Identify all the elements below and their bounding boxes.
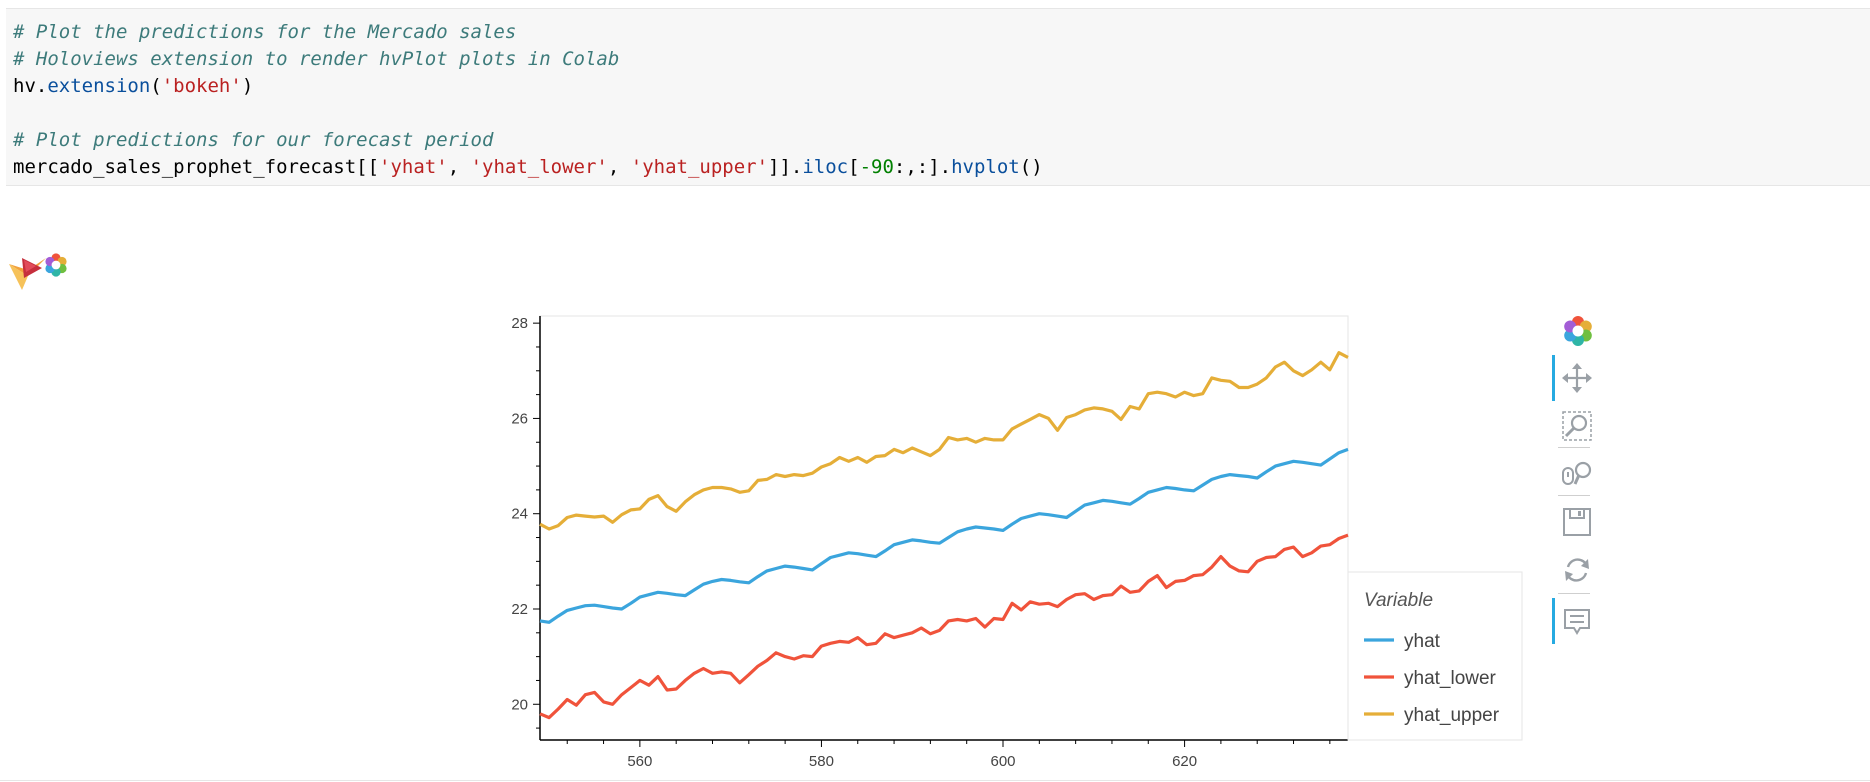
series-line-yhat-lower (539, 533, 1349, 720)
toolbar-divider (1558, 593, 1590, 594)
hover-tool-icon[interactable] (1560, 605, 1594, 639)
bokeh-logo-icon[interactable] (1558, 313, 1598, 349)
y-tick-label: 26 (511, 410, 528, 427)
code-comment: # Plot predictions for our forecast peri… (13, 129, 494, 151)
legend-box (1347, 571, 1523, 741)
code-text: [ (848, 156, 860, 178)
toolbar-divider (1558, 495, 1590, 496)
code-comment: # Plot the predictions for the Mercado s… (13, 21, 517, 43)
y-tick-label: 24 (511, 506, 528, 523)
code-text: :,:]. (893, 156, 952, 178)
hvplot-figure[interactable]: 20 22 24 26 28 560 580 600 620 Variable yhat yhat_l… (470, 306, 1530, 781)
y-tick-label: 20 (511, 696, 528, 713)
legend-label: yhat_lower (1404, 668, 1497, 689)
holoviews-logo-icon (9, 258, 46, 290)
extension-logos (6, 250, 72, 292)
active-tool-indicator (1552, 598, 1555, 644)
code-text: hv. (13, 75, 48, 97)
x-tick-label: 600 (990, 753, 1015, 770)
code-text: ]]. (768, 156, 803, 178)
code-text: () (1019, 156, 1043, 178)
reset-tool-icon[interactable] (1560, 553, 1594, 587)
line-chart[interactable]: 20 22 24 26 28 560 580 600 620 Variable yhat yhat_l… (470, 306, 1530, 776)
pan-tool-icon[interactable] (1560, 361, 1594, 395)
legend-title: Variable (1364, 590, 1433, 611)
code-text: ) (241, 75, 254, 97)
legend-label: yhat (1404, 631, 1441, 652)
series-line-yhat (539, 447, 1349, 624)
code-text: , (447, 156, 471, 178)
save-tool-icon[interactable] (1560, 505, 1594, 539)
code-text: , (607, 156, 631, 178)
code-string: 'yhat_upper' (630, 156, 769, 178)
wheel-zoom-tool-icon[interactable] (1560, 457, 1594, 491)
toolbar-divider (1558, 447, 1590, 448)
code-text: mercado_sales_prophet_forecast[[ (13, 156, 380, 178)
code-string: 'bokeh' (161, 75, 242, 97)
code-comment: # Holoviews extension to render hvPlot p… (13, 48, 620, 70)
code-number: -90 (859, 156, 894, 178)
code-method: hvplot (951, 156, 1020, 178)
y-tick-label: 28 (511, 315, 528, 332)
bokeh-logo-icon (45, 253, 67, 277)
x-tick-label: 560 (627, 753, 652, 770)
x-tick-label: 620 (1172, 753, 1197, 770)
bokeh-toolbar (1550, 313, 1596, 653)
code-text: ( (150, 75, 162, 97)
code-cell[interactable]: # Plot the predictions for the Mercado s… (6, 8, 1870, 186)
active-tool-indicator (1552, 355, 1555, 401)
code-method: iloc (802, 156, 849, 178)
code-string: 'yhat' (379, 156, 448, 178)
output-divider (0, 780, 1870, 781)
series-line-yhat-upper (539, 351, 1349, 531)
code-string: 'yhat_lower' (470, 156, 608, 178)
plot-area (539, 315, 1349, 741)
code-method: extension (47, 75, 151, 97)
legend-label: yhat_upper (1404, 705, 1500, 726)
code-editor[interactable]: # Plot the predictions for the Mercado s… (6, 9, 1870, 181)
box-zoom-tool-icon[interactable] (1560, 409, 1594, 443)
y-tick-label: 22 (511, 601, 528, 618)
x-tick-label: 580 (809, 753, 834, 770)
